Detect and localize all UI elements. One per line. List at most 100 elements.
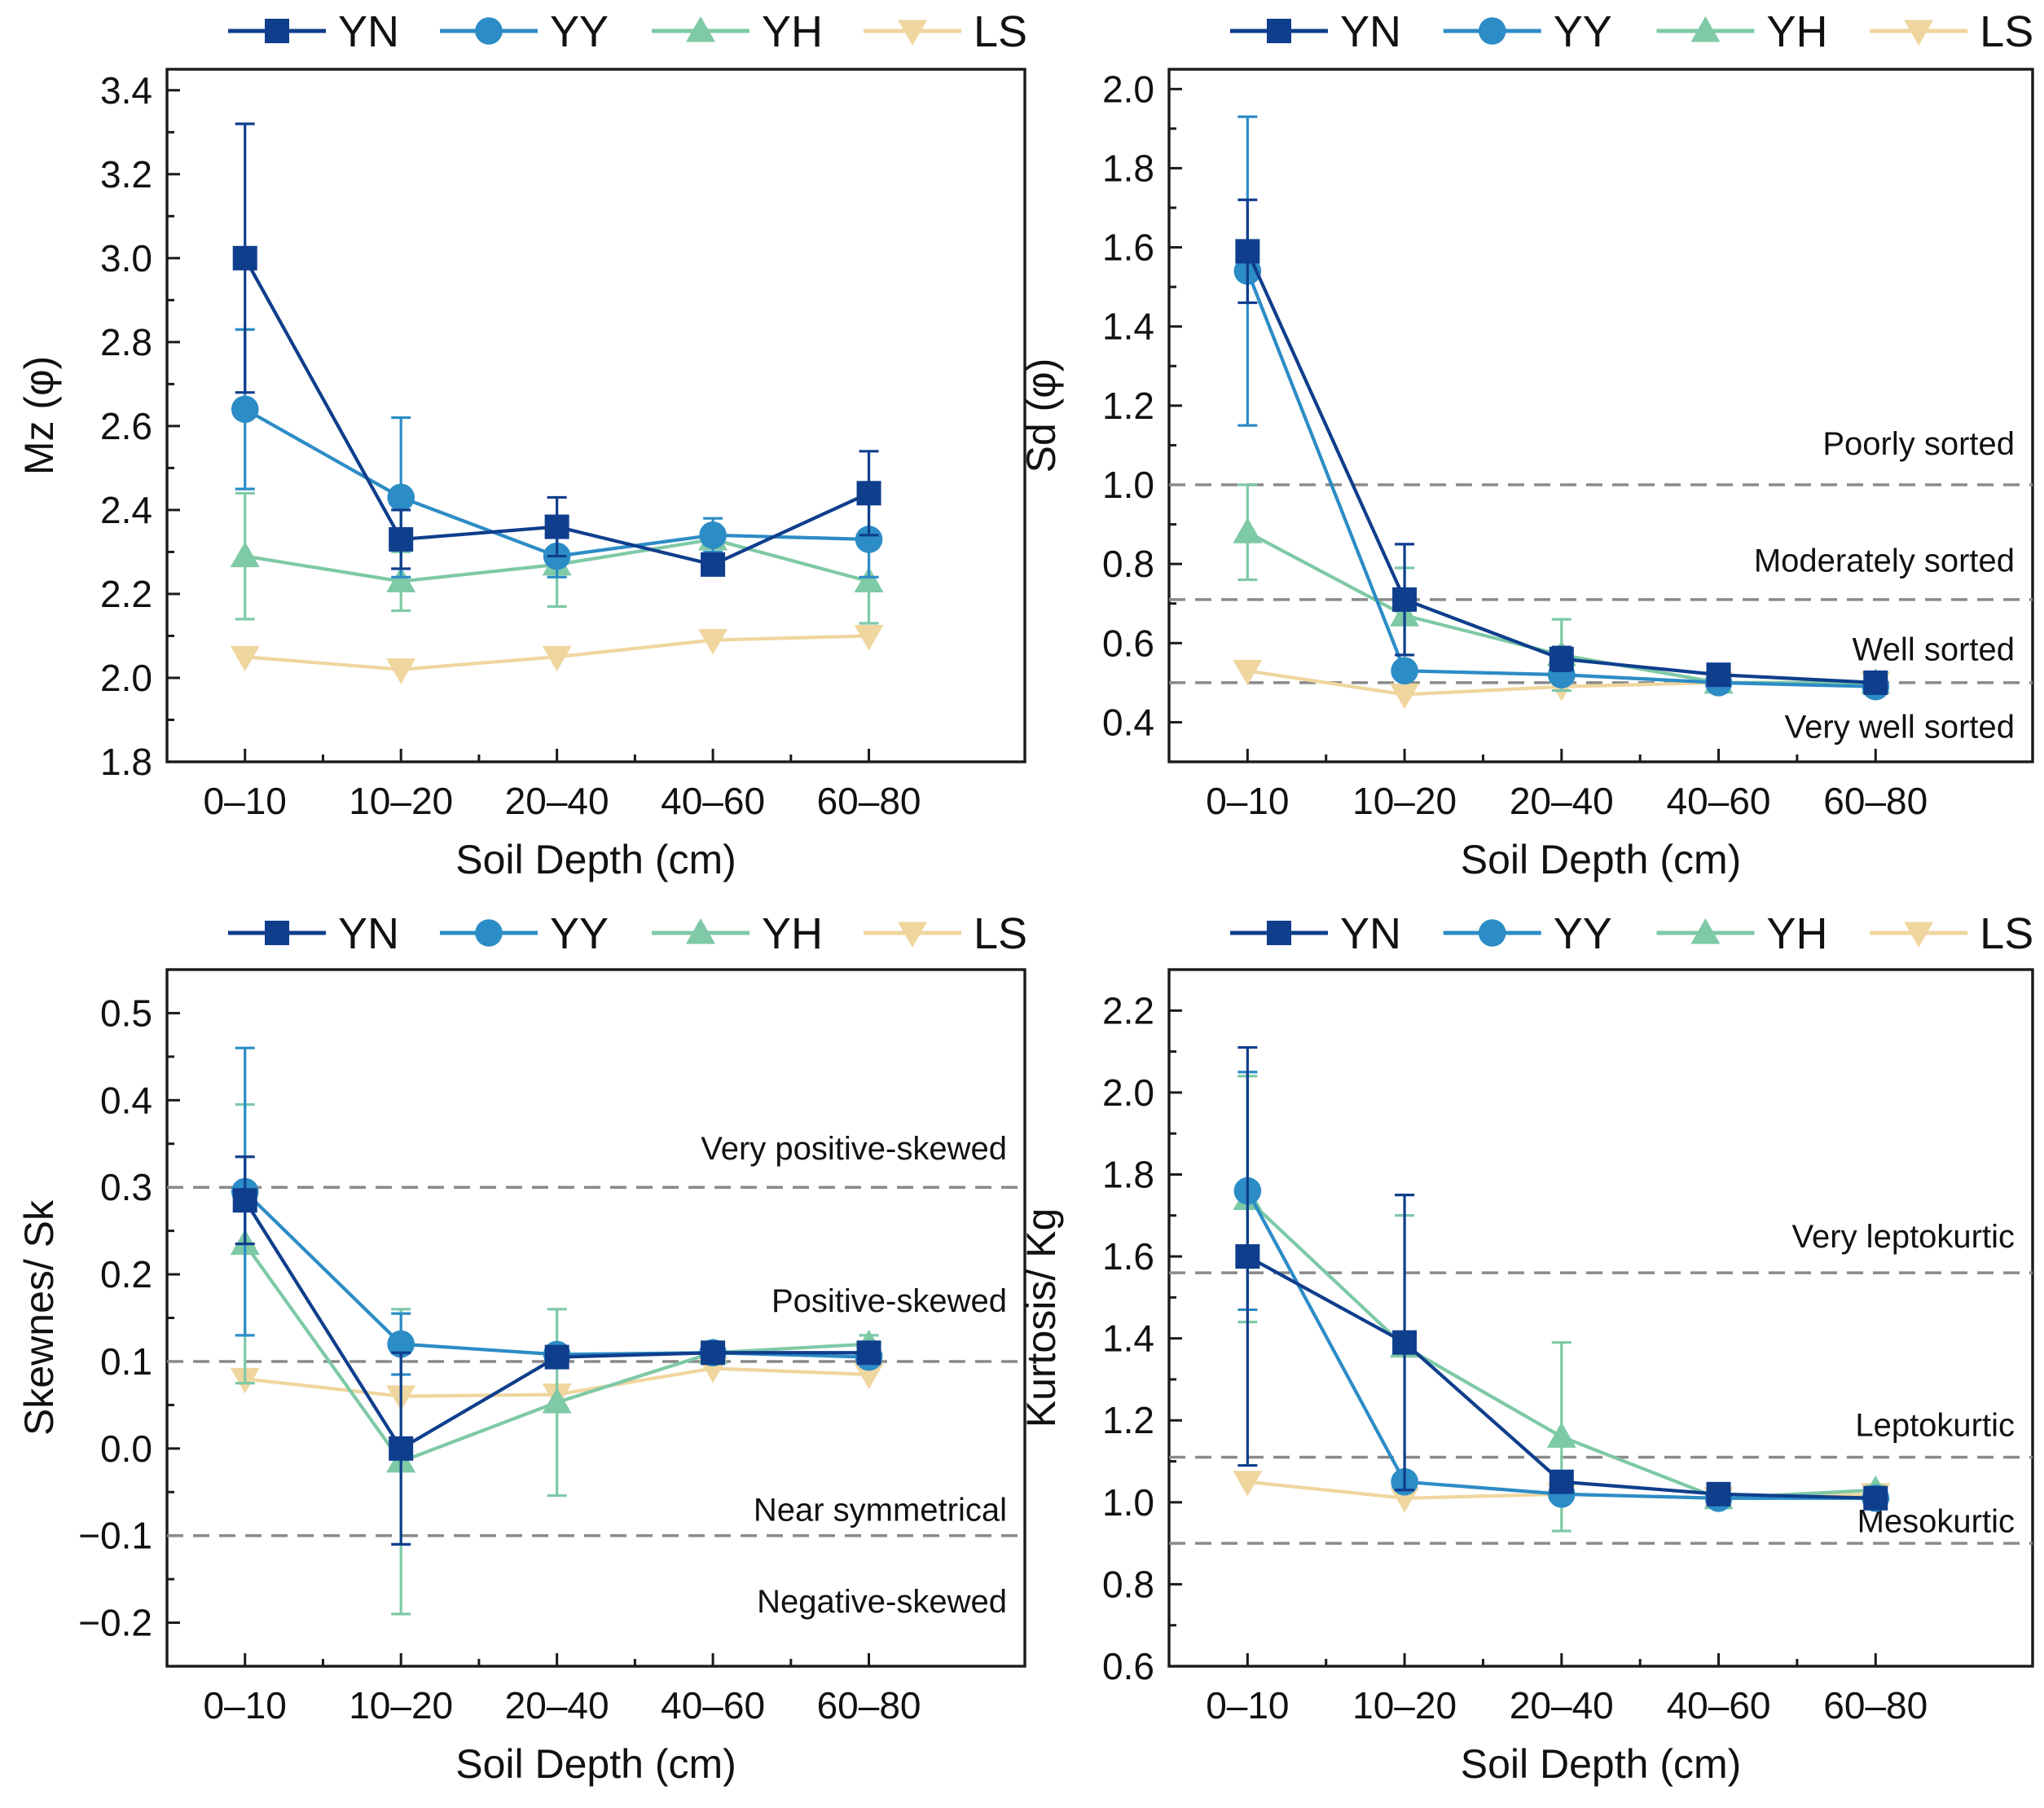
y-tick-label: 2.2	[100, 573, 152, 615]
y-tick-label: 2.4	[100, 489, 152, 531]
legend: YN YY YH LS	[1230, 7, 2033, 56]
plot-frame	[1167, 68, 2034, 763]
legend-marker-LS	[1904, 20, 1934, 46]
zone-label: Poorly sorted	[1822, 426, 2015, 462]
x-tick-label: 20–40	[505, 780, 609, 822]
y-tick-label: 2.2	[1102, 989, 1154, 1032]
legend: YN YY YH LS	[228, 7, 1027, 56]
legend: YN YY YH LS	[1230, 909, 2033, 958]
zone-label: Very positive-skewed	[701, 1131, 1007, 1167]
legend-marker-YY	[475, 17, 503, 45]
y-tick-label: 0.5	[100, 992, 152, 1034]
y-tick-label: 1.6	[1102, 1235, 1154, 1278]
x-tick-label: 10–20	[349, 1684, 453, 1727]
y-tick-label: 0.8	[1102, 543, 1154, 585]
data-point-LS	[386, 658, 416, 684]
zone-label: Well sorted	[1853, 632, 2015, 668]
legend-item-YN: YN	[228, 7, 399, 56]
data-point-YN	[1235, 1244, 1260, 1269]
series-YN	[1235, 198, 1888, 695]
legend-marker-LS	[898, 922, 927, 948]
data-point-YH	[542, 1388, 572, 1414]
legend-label: LS	[974, 909, 1027, 958]
data-point-YY	[699, 521, 727, 549]
y-tick-label: 2.0	[100, 657, 152, 699]
y-axis-title: Skewnes/ Sk	[16, 1199, 62, 1436]
y-tick-label: 0.2	[100, 1253, 152, 1296]
legend-marker-YN	[1267, 19, 1291, 43]
chart-panel-1: 1.8 2.0 2.2 2.4 2.6 2.8 3.0 3.2 3.4 0–10 10–20 20–4…	[16, 7, 1027, 882]
x-tick-label: 40–60	[661, 780, 765, 822]
y-tick-label: 1.2	[1102, 1399, 1154, 1441]
y-tick-label: 1.0	[1102, 1481, 1154, 1524]
legend-label: LS	[1980, 909, 2033, 958]
legend-label: YH	[762, 7, 823, 56]
legend-marker-YN	[1267, 921, 1291, 945]
legend-label: YN	[1340, 7, 1401, 56]
zone-label: Positive-skewed	[771, 1283, 1007, 1319]
data-point-YN	[232, 1188, 257, 1213]
legend-marker-YY	[475, 919, 503, 947]
series-YN	[232, 1155, 881, 1546]
data-point-YN	[1706, 662, 1731, 688]
data-point-LS	[542, 645, 572, 672]
legend-item-YH: YH	[1656, 909, 1827, 958]
x-tick-label: 20–40	[1510, 780, 1614, 822]
y-tick-label: 0.0	[100, 1427, 152, 1470]
data-point-YN	[1549, 1469, 1574, 1494]
y-tick-label: 1.8	[1102, 147, 1154, 189]
data-point-LS	[854, 1363, 884, 1389]
y-tick-label: 1.8	[1102, 1153, 1154, 1195]
x-tick-label: 10–20	[349, 780, 453, 822]
data-point-YY	[855, 526, 883, 553]
data-point-YN	[701, 552, 726, 577]
legend-item-LS: LS	[1870, 909, 2033, 958]
data-point-YN	[1235, 239, 1260, 264]
legend-marker-LS	[898, 20, 927, 46]
legend-marker-YN	[265, 19, 289, 43]
y-tick-label: 2.8	[100, 321, 152, 363]
x-tick-label: 0–10	[1206, 1684, 1289, 1727]
legend-item-LS: LS	[1870, 7, 2033, 56]
y-tick-label: 1.4	[1102, 306, 1154, 348]
x-axis-title: Soil Depth (cm)	[455, 1741, 736, 1787]
x-tick-label: 0–10	[204, 1684, 287, 1727]
y-tick-label: −0.2	[78, 1602, 152, 1644]
data-point-YN	[856, 1340, 881, 1366]
series-YN	[1235, 1045, 1888, 1511]
legend-item-YN: YN	[228, 909, 399, 958]
y-axis-title: Mz (φ)	[16, 356, 62, 475]
data-point-YY	[387, 1330, 415, 1358]
legend-item-YH: YH	[652, 7, 823, 56]
legend-item-YH: YH	[1656, 7, 1827, 56]
legend-marker-YN	[265, 921, 289, 945]
data-point-YN	[544, 514, 569, 539]
legend-marker-YH	[1690, 16, 1721, 42]
series-YY	[1233, 115, 1890, 701]
legend-marker-LS	[1904, 922, 1934, 948]
y-tick-label: 1.4	[1102, 1318, 1154, 1360]
y-tick-label: 2.0	[1102, 1071, 1154, 1114]
y-tick-label: 3.2	[100, 153, 152, 196]
legend-label: YN	[338, 909, 399, 958]
x-tick-label: 40–60	[1667, 1684, 1771, 1727]
plot-frame	[1167, 968, 2034, 1668]
data-point-YN	[389, 526, 414, 552]
y-tick-label: 1.2	[1102, 385, 1154, 427]
data-point-YH	[1233, 517, 1263, 543]
data-point-YY	[387, 483, 415, 512]
data-point-YN	[1392, 587, 1418, 612]
data-point-YH	[854, 566, 884, 592]
legend-item-LS: LS	[864, 909, 1027, 958]
data-point-YN	[1706, 1481, 1731, 1507]
data-point-YH	[230, 541, 260, 568]
x-axis-title: Soil Depth (cm)	[1461, 837, 1742, 882]
data-point-YN	[389, 1436, 414, 1461]
zone-label: Very leptokurtic	[1792, 1219, 2015, 1255]
x-tick-label: 10–20	[1352, 1684, 1457, 1727]
zone-label: Near symmetrical	[754, 1493, 1007, 1529]
plot-frame	[165, 68, 1026, 763]
chart-panel-4: 0.6 0.8 1.0 1.2 1.4 1.6 1.8 2.0 2.2 0–10 10–20 20–4…	[1018, 909, 2034, 1787]
x-axis-title: Soil Depth (cm)	[1461, 1741, 1742, 1787]
